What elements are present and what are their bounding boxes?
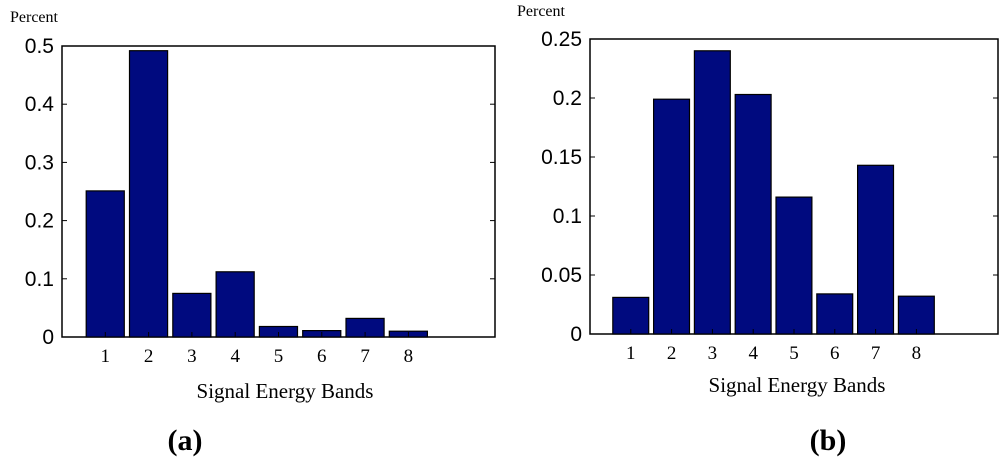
bar-a-1: [85, 190, 125, 338]
xtick-label-a-8: 8: [404, 346, 414, 367]
ytick-label-b-1: 0.05: [541, 264, 582, 287]
chart-a: Percent 0 0.1 0.2 0.3 0.4 0.5 1 2 3 4 5 6 7 8 Signal…: [10, 9, 496, 457]
panel-label-b: (b): [810, 424, 847, 457]
xtick-label-b-8: 8: [912, 343, 922, 364]
yticks-b: 0 0.05 0.1 0.15 0.2 0.25: [541, 28, 998, 346]
yticks-a: 0 0.1 0.2 0.3 0.4 0.5: [25, 35, 495, 349]
bar-b-2: [652, 98, 691, 335]
xtick-label-b-4: 4: [748, 343, 758, 364]
bar-b-7: [856, 164, 895, 335]
ytick-label-b-3: 0.15: [541, 146, 582, 169]
ylabel-b: Percent: [517, 3, 566, 20]
chart-b: Percent 0 0.05 0.1 0.15 0.2 0.25 1 2 3 4 5 6 7 8 Sig…: [517, 3, 999, 457]
ytick-label-a-3: 0.3: [25, 151, 54, 174]
ylabel-a: Percent: [10, 9, 59, 26]
xtick-label-b-3: 3: [708, 343, 718, 364]
xticks-b: 1 2 3 4 5 6 7 8: [626, 329, 921, 364]
xtick-label-b-1: 1: [626, 343, 636, 364]
ytick-label-a-1: 0.1: [25, 268, 54, 291]
xticks-a: 1 2 3 4 5 6 7 8: [101, 332, 414, 367]
bars-a: [85, 50, 428, 338]
bar-a-3: [172, 292, 212, 338]
xtick-label-b-2: 2: [667, 343, 677, 364]
bar-b-8: [897, 295, 935, 335]
xtick-label-a-1: 1: [101, 346, 111, 367]
xlabel-b: Signal Energy Bands: [709, 373, 886, 397]
xtick-label-b-5: 5: [789, 343, 799, 364]
ytick-label-a-0: 0: [42, 326, 54, 349]
panel-label-a: (a): [168, 424, 203, 457]
ytick-label-a-4: 0.4: [25, 93, 55, 116]
xtick-label-b-6: 6: [830, 343, 840, 364]
ytick-label-b-4: 0.2: [553, 87, 582, 110]
ytick-label-a-5: 0.5: [25, 35, 54, 58]
xtick-label-a-2: 2: [144, 346, 154, 367]
xtick-label-a-7: 7: [360, 346, 370, 367]
bar-b-5: [775, 196, 813, 335]
ytick-label-a-2: 0.2: [25, 210, 54, 233]
bars-b: [612, 50, 935, 335]
bar-b-1: [612, 296, 650, 335]
xtick-label-a-4: 4: [230, 346, 240, 367]
ytick-label-b-0: 0: [570, 323, 582, 346]
ytick-label-b-5: 0.25: [541, 28, 582, 51]
bar-b-3: [693, 50, 731, 335]
bar-a-2: [128, 50, 169, 338]
bar-b-6: [816, 293, 854, 335]
bar-b-4: [734, 93, 772, 335]
bar-a-4: [215, 271, 255, 338]
xlabel-a: Signal Energy Bands: [197, 379, 374, 403]
ytick-label-b-2: 0.1: [553, 205, 582, 228]
xtick-label-a-5: 5: [274, 346, 284, 367]
plot-area-a: [61, 45, 496, 338]
xtick-label-b-7: 7: [871, 343, 881, 364]
xtick-label-a-3: 3: [187, 346, 197, 367]
xtick-label-a-6: 6: [317, 346, 327, 367]
